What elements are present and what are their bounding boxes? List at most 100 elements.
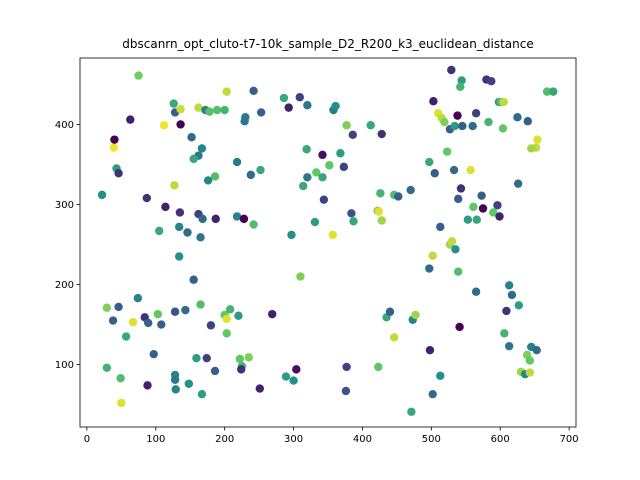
scatter-point <box>176 105 185 114</box>
scatter-point <box>198 214 207 224</box>
scatter-point <box>532 345 541 355</box>
scatter-point <box>220 105 229 115</box>
scatter-point <box>175 252 184 261</box>
scatter-point <box>169 99 178 108</box>
scatter-point <box>205 107 214 116</box>
scatter-point <box>189 154 198 164</box>
scatter-point <box>189 275 198 284</box>
scatter-point <box>318 173 327 182</box>
scatter-point <box>284 103 293 112</box>
scatter-point <box>222 87 231 96</box>
chart-title: dbscanrn_opt_cluto-t7-10k_sample_D2_R200… <box>122 37 533 51</box>
scatter-point <box>175 208 185 217</box>
scatter-point <box>128 317 138 327</box>
scatter-point <box>299 181 308 191</box>
scatter-point <box>256 165 265 175</box>
scatter-point <box>268 309 277 319</box>
scatter-point <box>296 272 305 281</box>
scatter-point <box>525 356 535 365</box>
scatter-point <box>210 366 220 376</box>
scatter-point <box>366 121 375 130</box>
scatter-point <box>468 121 477 131</box>
scatter-point <box>161 202 170 212</box>
scatter-point <box>377 216 386 225</box>
scatter-point <box>176 120 185 129</box>
scatter-point <box>295 93 304 102</box>
scatter-point <box>181 305 190 315</box>
x-tick-label: 200 <box>215 434 234 445</box>
scatter-point <box>183 228 192 237</box>
scatter-point <box>425 264 434 273</box>
scatter-point <box>281 372 291 381</box>
scatter-point <box>211 214 220 224</box>
scatter-point <box>428 389 437 399</box>
scatter-point <box>454 194 463 204</box>
scatter-point <box>456 184 466 193</box>
scatter-point <box>533 135 542 144</box>
scatter-point <box>457 76 466 85</box>
scatter-point <box>97 190 107 200</box>
scatter-point <box>187 133 196 142</box>
scatter-point <box>155 226 164 236</box>
scatter-point <box>197 144 207 153</box>
scatter-point <box>203 176 213 185</box>
scatter-point <box>143 381 152 390</box>
scatter-point <box>451 245 460 254</box>
scatter-point <box>234 311 243 320</box>
scatter-point <box>469 202 478 212</box>
scatter-point <box>312 168 321 177</box>
scatter-point <box>194 103 203 112</box>
scatter-point <box>507 290 517 300</box>
scatter-point <box>487 77 496 86</box>
scatter-point <box>157 320 166 329</box>
scatter-point <box>302 145 311 154</box>
scatter-point <box>456 82 465 92</box>
y-tick-label: 300 <box>55 200 74 211</box>
scatter-point <box>126 115 135 124</box>
scatter-point <box>210 172 220 181</box>
scatter-point <box>484 117 493 127</box>
scatter-point <box>110 135 119 144</box>
scatter-point <box>232 212 242 221</box>
scatter-point <box>466 165 475 175</box>
scatter-point <box>114 302 123 312</box>
scatter-point <box>394 192 403 201</box>
scatter-point <box>374 362 383 372</box>
scatter-point <box>256 108 266 117</box>
scatter-point <box>450 121 459 131</box>
scatter-point <box>212 105 222 115</box>
scatter-point <box>425 345 435 355</box>
scatter-point <box>325 161 334 170</box>
scatter-point <box>349 217 358 226</box>
scatter-point <box>348 130 357 140</box>
scatter-point <box>244 353 253 362</box>
y-tick-label: 200 <box>55 280 74 291</box>
scatter-point <box>289 376 298 385</box>
scatter-point <box>121 332 131 341</box>
scatter-point <box>342 362 351 372</box>
scatter-point <box>134 71 143 80</box>
scatter-point <box>430 169 439 178</box>
x-tick-label: 700 <box>560 434 579 445</box>
scatter-point <box>170 181 179 190</box>
scatter-point <box>102 363 112 372</box>
scatter-point <box>255 384 264 393</box>
scatter-point <box>287 230 296 240</box>
scatter-point <box>339 162 349 172</box>
scatter-point <box>500 329 509 338</box>
scatter-point <box>542 87 552 96</box>
x-tick-label: 600 <box>491 434 510 445</box>
scatter-point <box>117 398 126 408</box>
scatter-point <box>374 207 384 216</box>
scatter-point <box>513 113 522 122</box>
scatter-point <box>310 217 320 227</box>
scatter-point <box>170 307 180 316</box>
scatter-point <box>279 93 289 103</box>
scatter-point <box>425 157 434 167</box>
scatter-point <box>342 121 351 130</box>
scatter-point <box>318 150 327 160</box>
scatter-point <box>523 117 532 126</box>
scatter-point <box>458 121 467 131</box>
scatter-point <box>455 322 464 332</box>
